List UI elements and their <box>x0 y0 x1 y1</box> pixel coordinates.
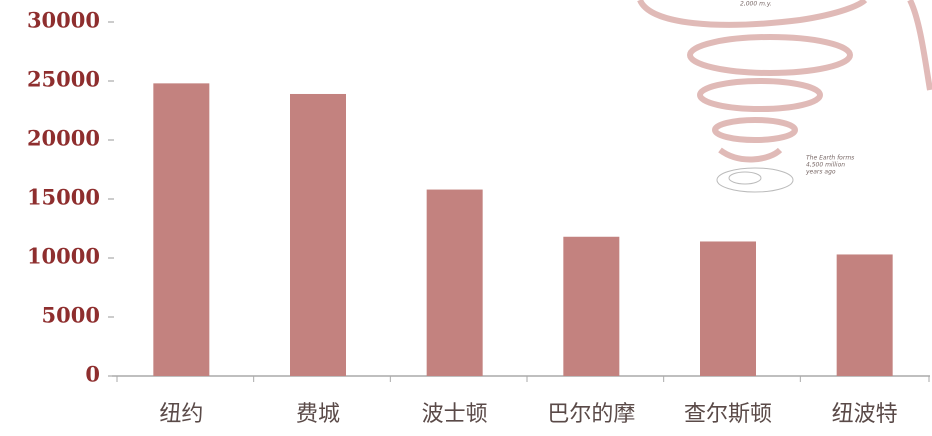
x-tick-label: 巴尔的摩 <box>547 402 635 427</box>
y-tick-label: 15000 <box>27 185 100 210</box>
y-tick-label: 25000 <box>27 67 100 92</box>
annotation: 4,500 million <box>806 162 845 169</box>
y-tick-label: 30000 <box>27 8 100 33</box>
y-tick-label: 0 <box>85 362 100 387</box>
annotation: 2,000 m.y. <box>740 1 772 8</box>
bar <box>563 236 620 376</box>
x-tick-label: 查尔斯顿 <box>684 402 772 427</box>
x-tick-label: 费城 <box>296 402 340 427</box>
y-tick-label: 10000 <box>27 244 100 269</box>
x-tick-label: 波士顿 <box>422 402 488 427</box>
bar <box>153 83 210 377</box>
annotation: years ago <box>805 169 836 176</box>
y-tick-label: 20000 <box>27 126 100 151</box>
x-tick-label: 纽约 <box>159 402 203 427</box>
bar <box>700 241 756 376</box>
bar <box>290 93 346 376</box>
y-tick-label: 5000 <box>42 303 100 328</box>
x-tick-label: 纽波特 <box>832 402 898 427</box>
bar <box>836 254 893 376</box>
bar <box>426 189 483 376</box>
spiral-decoration <box>637 0 932 163</box>
rock-decoration <box>716 167 794 193</box>
annotation: The Earth forms <box>806 155 854 162</box>
